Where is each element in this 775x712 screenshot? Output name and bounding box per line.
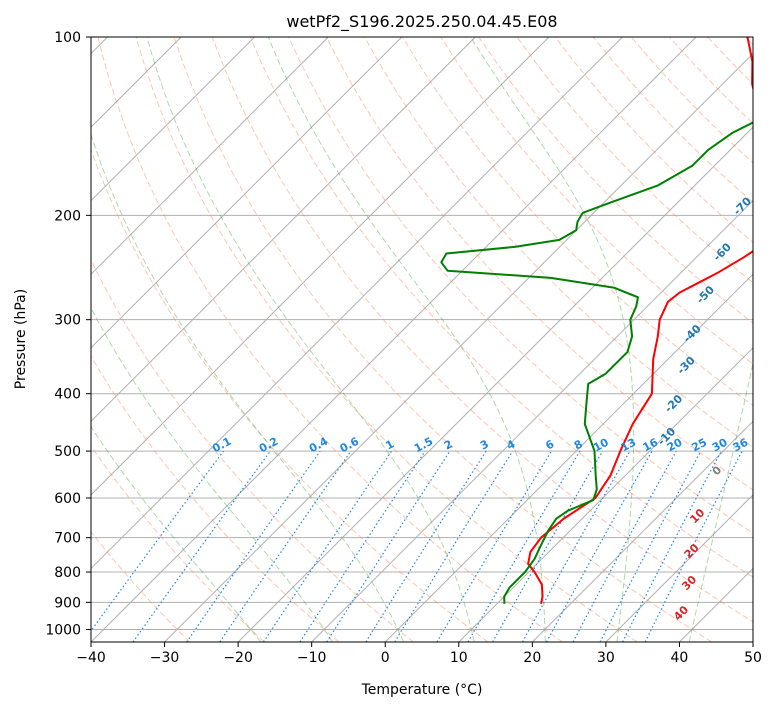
x-axis-label: Temperature (°C)	[361, 682, 483, 698]
plot-bg-rect	[91, 37, 753, 642]
x-tick-label: 30	[597, 650, 615, 666]
isentrope-label: -80	[756, 144, 775, 167]
x-tick-label: −20	[223, 650, 253, 666]
y-axis-label: Pressure (hPa)	[13, 289, 29, 389]
y-tick-label: 600	[54, 491, 81, 507]
y-tick-label: 800	[54, 565, 81, 581]
x-tick-label: 20	[523, 650, 541, 666]
plot-background	[91, 37, 753, 642]
isotherm-50	[753, 37, 775, 642]
y-tick-label: 700	[54, 531, 81, 547]
x-tick-label: 50	[744, 650, 762, 666]
y-tick-label: 400	[54, 387, 81, 403]
y-tick-label: 1000	[45, 622, 81, 638]
y-tick-label: 900	[54, 595, 81, 611]
x-tick-label: −10	[297, 650, 327, 666]
x-tick-label: −30	[150, 650, 180, 666]
y-tick-label: 200	[54, 208, 81, 224]
x-tick-label: 0	[381, 650, 390, 666]
y-tick-label: 100	[54, 30, 81, 46]
x-tick-label: 10	[450, 650, 468, 666]
y-tick-label: 500	[54, 444, 81, 460]
chart-title: wetPf2_S196.2025.250.04.45.E08	[286, 12, 557, 32]
x-tick-label: 40	[671, 650, 689, 666]
x-tick-label: −40	[76, 650, 106, 666]
y-tick-label: 300	[54, 313, 81, 329]
